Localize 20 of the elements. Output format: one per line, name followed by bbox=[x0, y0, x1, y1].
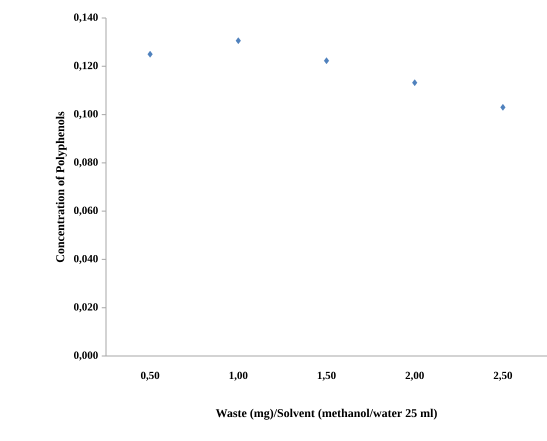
x-tick-label: 1,50 bbox=[318, 372, 336, 381]
y-axis-title: Concentration of Polyphenols bbox=[56, 112, 67, 262]
x-tick-label: 2,00 bbox=[406, 372, 424, 381]
y-tick-label: 0,040 bbox=[74, 254, 98, 264]
y-tick-label: 0,000 bbox=[74, 352, 98, 360]
point bbox=[324, 57, 330, 64]
x-tick-label: 0,50 bbox=[140, 372, 160, 381]
y-tick-label: 0,120 bbox=[74, 62, 98, 71]
y-tick-label: 0,100 bbox=[74, 110, 98, 120]
point bbox=[236, 37, 241, 44]
point bbox=[148, 50, 153, 58]
y-tick-label: 0,140 bbox=[74, 14, 98, 22]
point bbox=[500, 104, 506, 111]
x-tick-label: 2,50 bbox=[494, 372, 512, 381]
y-tick-label: 0,020 bbox=[74, 303, 98, 312]
x-tick-label: 1,00 bbox=[230, 372, 248, 381]
x-axis-title: Waste (mg)/Solvent (methanol/water 25 ml) bbox=[216, 408, 437, 420]
y-tick-label: 0,080 bbox=[74, 158, 98, 168]
y-tick-label: 0,060 bbox=[74, 206, 98, 216]
point bbox=[412, 79, 418, 86]
